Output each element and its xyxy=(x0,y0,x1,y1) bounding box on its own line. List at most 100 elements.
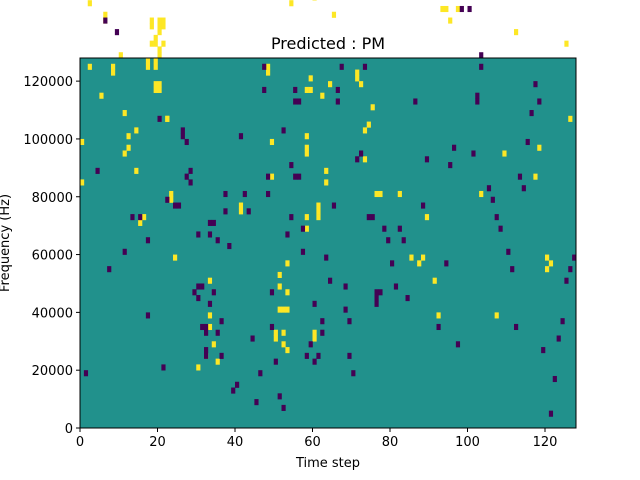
heatmap-cell-low xyxy=(494,214,499,221)
heatmap-cell-low xyxy=(556,335,561,342)
heatmap-cell-low xyxy=(374,295,379,302)
heatmap-cell-low xyxy=(568,266,573,273)
heatmap-cell-high xyxy=(215,358,220,365)
heatmap-cell-high xyxy=(80,179,85,186)
heatmap-cell-low xyxy=(83,370,89,377)
heatmap-cell-high xyxy=(122,150,127,157)
heatmap-cell-high xyxy=(421,254,426,261)
heatmap-cell-low xyxy=(215,237,220,244)
heatmap-cell-low xyxy=(231,387,236,394)
heatmap-cell-low xyxy=(145,237,151,244)
heatmap-cell-high xyxy=(436,312,441,319)
heatmap-cell-high xyxy=(145,63,151,70)
heatmap-cell-low xyxy=(366,214,371,221)
heatmap-cell-high xyxy=(87,0,92,7)
heatmap-cell-low xyxy=(211,289,216,296)
heatmap-cell-low xyxy=(382,225,387,232)
heatmap-cell-low xyxy=(452,144,457,151)
heatmap-cell-high xyxy=(149,23,154,30)
heatmap-cell-high xyxy=(153,40,158,47)
heatmap-cell-high xyxy=(157,29,162,36)
heatmap-cell-low xyxy=(200,283,205,290)
heatmap-cell-low xyxy=(130,214,135,221)
heatmap-cell-low xyxy=(184,173,189,180)
heatmap-cell-high xyxy=(289,0,294,7)
heatmap-cell-high xyxy=(448,17,453,24)
heatmap-cell-high xyxy=(161,40,166,47)
heatmap-cell-low xyxy=(335,86,340,93)
heatmap-cell-low xyxy=(145,312,151,319)
heatmap-cell-low xyxy=(455,341,461,348)
heatmap-cell-high xyxy=(196,364,201,371)
x-tick-label: 100 xyxy=(455,435,480,450)
heatmap-cell-low xyxy=(343,306,348,313)
heatmap-cell-high xyxy=(153,63,158,70)
heatmap-cell-low xyxy=(312,358,317,365)
heatmap-cell-low xyxy=(413,98,418,105)
heatmap-cell-high xyxy=(331,11,337,18)
heatmap-cell-high xyxy=(285,306,290,313)
heatmap-cell-low xyxy=(103,17,108,24)
heatmap-cell-high xyxy=(273,329,278,336)
heatmap-cell-low xyxy=(424,156,430,163)
heatmap-cell-low xyxy=(250,335,255,342)
heatmap-cell-low xyxy=(211,219,216,226)
heatmap-cell-high xyxy=(285,347,290,354)
heatmap-cell-low xyxy=(560,318,565,325)
heatmap-cell-low xyxy=(285,231,290,238)
heatmap-cell-low xyxy=(401,237,406,244)
heatmap-cell-low xyxy=(293,98,298,105)
y-tick-label: 80000 xyxy=(32,191,73,206)
heatmap-cell-high xyxy=(320,92,325,99)
heatmap-cell-low xyxy=(297,173,302,180)
heatmap-cell-high xyxy=(374,190,379,198)
heatmap-cell-low xyxy=(188,179,193,186)
heatmap-cell-high xyxy=(281,341,286,348)
heatmap-cell-low xyxy=(510,266,515,273)
heatmap-cell-low xyxy=(207,219,213,226)
heatmap-cell-low xyxy=(479,52,484,59)
heatmap-cell-high xyxy=(87,63,92,70)
heatmap-cell-low xyxy=(359,150,364,157)
heatmap-cell-high xyxy=(153,58,158,65)
heatmap-cell-high xyxy=(316,208,321,215)
heatmap-cell-high xyxy=(153,86,158,93)
heatmap-cell-high xyxy=(211,341,216,348)
heatmap-cell-low xyxy=(572,254,577,261)
heatmap-cell-high xyxy=(316,202,321,209)
heatmap-cell-high xyxy=(304,144,309,151)
heatmap-cell-low xyxy=(289,162,294,169)
heatmap-cell-high xyxy=(157,23,162,30)
heatmap-cell-low xyxy=(347,352,352,359)
heatmap-cell-low xyxy=(204,347,209,354)
heatmap-cell-low xyxy=(331,202,337,209)
y-axis-label: Frequency (Hz) xyxy=(0,194,13,292)
heatmap-cell-low xyxy=(374,300,379,307)
heatmap-cell-low xyxy=(378,289,383,296)
heatmap-cell-low xyxy=(386,237,391,244)
heatmap-cell-low xyxy=(277,393,282,400)
heatmap-cell-low xyxy=(300,248,306,255)
heatmap-cell-low xyxy=(548,410,554,417)
x-tick-label: 40 xyxy=(227,435,244,450)
heatmap-cell-low xyxy=(397,225,402,232)
heatmap-cell-low xyxy=(370,214,375,221)
heatmap-cell-high xyxy=(455,5,461,13)
heatmap-cell-high xyxy=(285,260,290,267)
heatmap-cell-high xyxy=(149,40,154,47)
y-tick-label: 100000 xyxy=(23,133,73,148)
heatmap-cell-high xyxy=(134,127,139,134)
heatmap-cell-high xyxy=(169,190,174,198)
heatmap-cell-high xyxy=(397,190,402,198)
heatmap-cell-low xyxy=(266,190,271,198)
heatmap-cell-low xyxy=(448,162,453,169)
heatmap-cell-high xyxy=(207,312,213,319)
heatmap-cell-high xyxy=(355,69,360,76)
heatmap-cell-low xyxy=(471,150,476,157)
heatmap-cell-low xyxy=(421,202,426,209)
heatmap-cell-low xyxy=(122,248,127,255)
heatmap-cell-high xyxy=(432,277,437,284)
heatmap-cell-high xyxy=(207,277,213,284)
heatmap-cell-high xyxy=(157,17,162,24)
